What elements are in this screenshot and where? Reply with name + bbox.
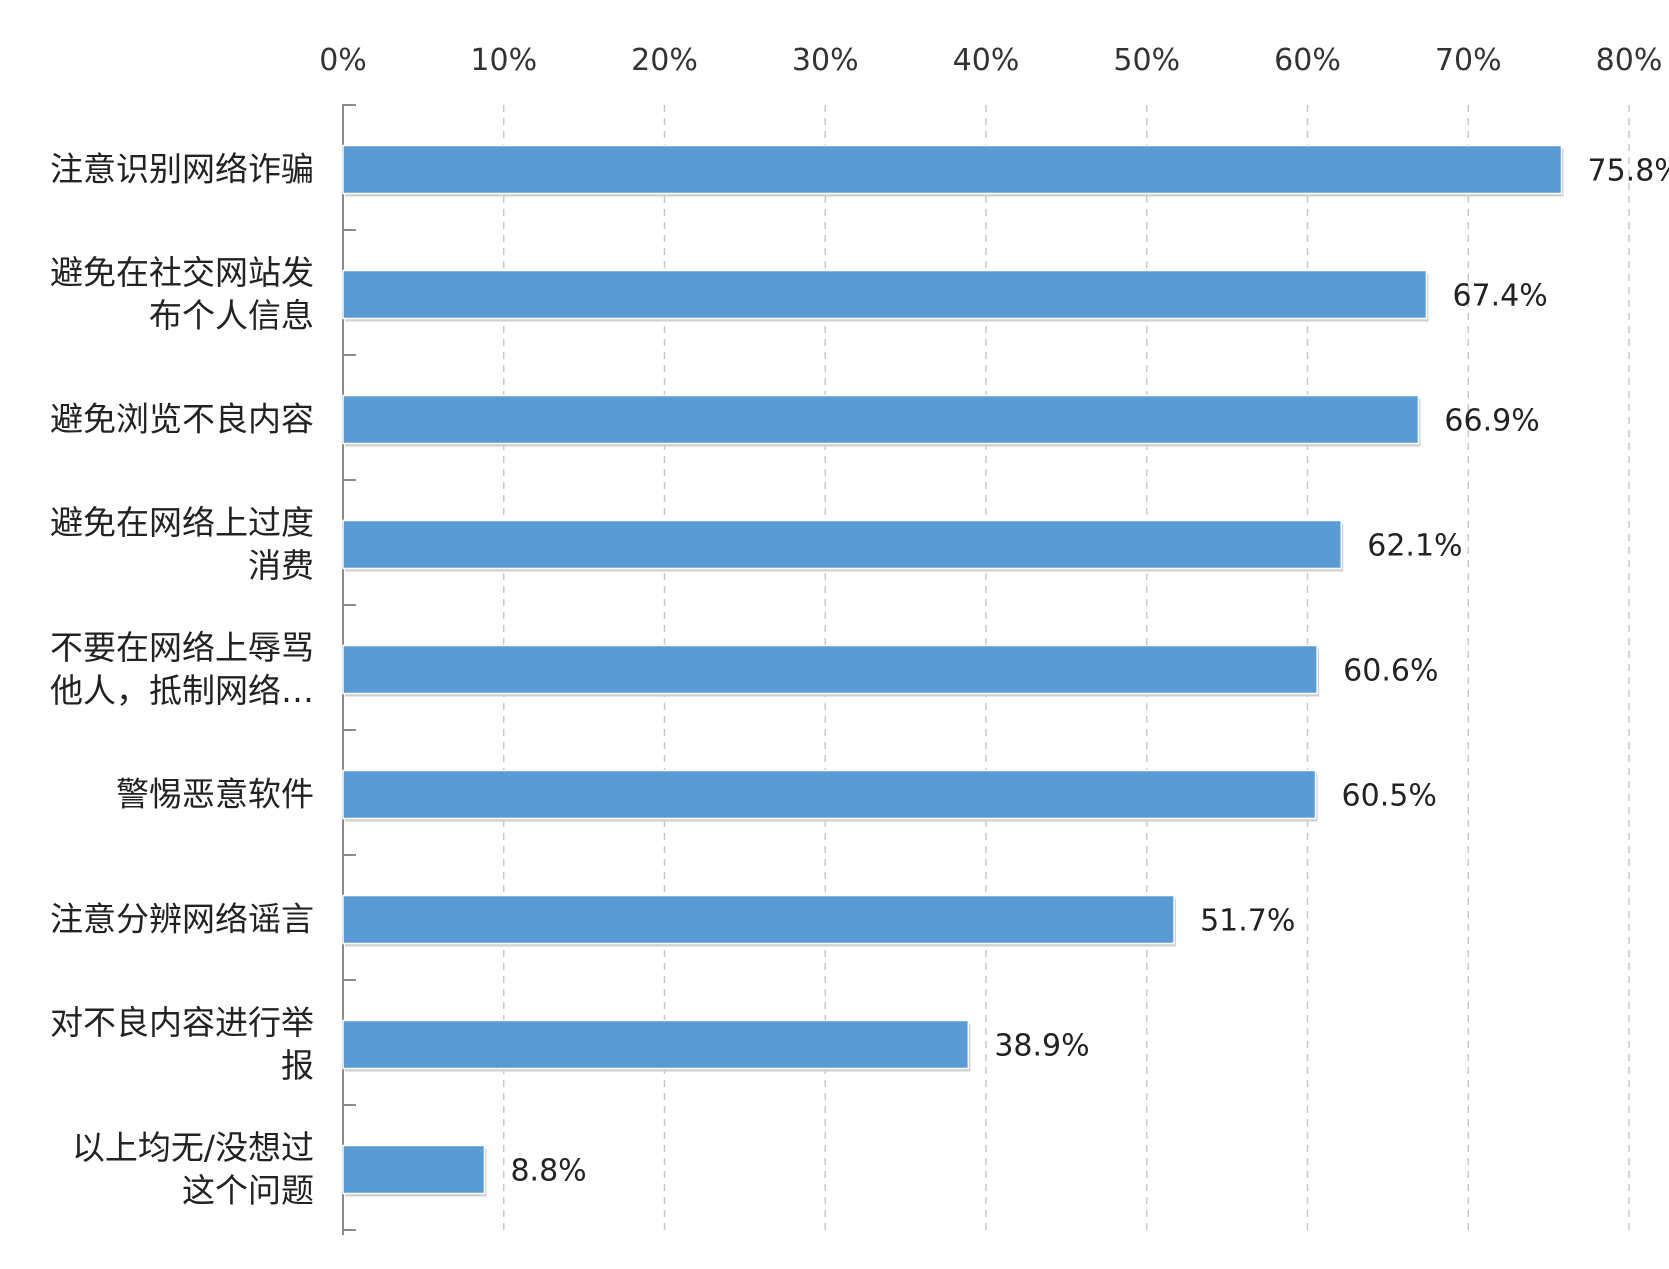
bar	[342, 519, 1343, 570]
x-tick-label: 0%	[319, 43, 367, 78]
x-tick-label: 20%	[631, 43, 698, 78]
category-label: 避免浏览不良内容	[50, 400, 314, 439]
data-label: 60.6%	[1343, 654, 1438, 689]
bar	[342, 894, 1175, 945]
bar	[342, 644, 1318, 695]
x-tick-label: 60%	[1274, 43, 1341, 78]
data-label: 8.8%	[510, 1154, 586, 1189]
x-tick-label: 10%	[470, 43, 537, 78]
data-label: 66.9%	[1444, 404, 1539, 439]
data-label: 62.1%	[1367, 529, 1462, 564]
bar	[342, 269, 1428, 320]
labels: 0% 10% 20% 30% 40% 50% 60% 70% 80% 75.8% 注意识别网络诈骗 6…	[50, 43, 1669, 1210]
category-label: 以上均无/没想过	[72, 1128, 314, 1167]
x-tick-label: 80%	[1596, 43, 1663, 78]
category-label: 避免在网络上过度	[50, 503, 314, 542]
bars	[342, 144, 1564, 1197]
category-label: 注意分辨网络谣言	[50, 900, 314, 939]
data-label: 67.4%	[1452, 279, 1547, 314]
x-tick-label: 30%	[792, 43, 859, 78]
x-tick-label: 40%	[953, 43, 1020, 78]
x-tick-label: 70%	[1435, 43, 1502, 78]
bar	[342, 1019, 970, 1070]
category-label: 这个问题	[182, 1171, 314, 1210]
category-label: 避免在社交网站发	[50, 253, 314, 292]
category-label: 消费	[248, 546, 314, 585]
category-label: 对不良内容进行举	[50, 1003, 314, 1042]
bar	[342, 769, 1317, 820]
x-tick-label: 50%	[1113, 43, 1180, 78]
data-label: 75.8%	[1587, 154, 1669, 189]
bar	[342, 1144, 486, 1195]
category-label: 警惕恶意软件	[116, 775, 314, 814]
category-label: 布个人信息	[149, 296, 314, 335]
data-label: 38.9%	[994, 1029, 1089, 1064]
category-label: 不要在网络上辱骂	[50, 628, 314, 667]
bar	[342, 394, 1420, 445]
category-label: 报	[281, 1046, 314, 1085]
category-label: 注意识别网络诈骗	[50, 150, 314, 189]
data-label: 60.5%	[1342, 779, 1437, 814]
bar	[342, 144, 1563, 195]
data-label: 51.7%	[1200, 904, 1295, 939]
category-label: 他人，抵制网络…	[50, 671, 314, 710]
